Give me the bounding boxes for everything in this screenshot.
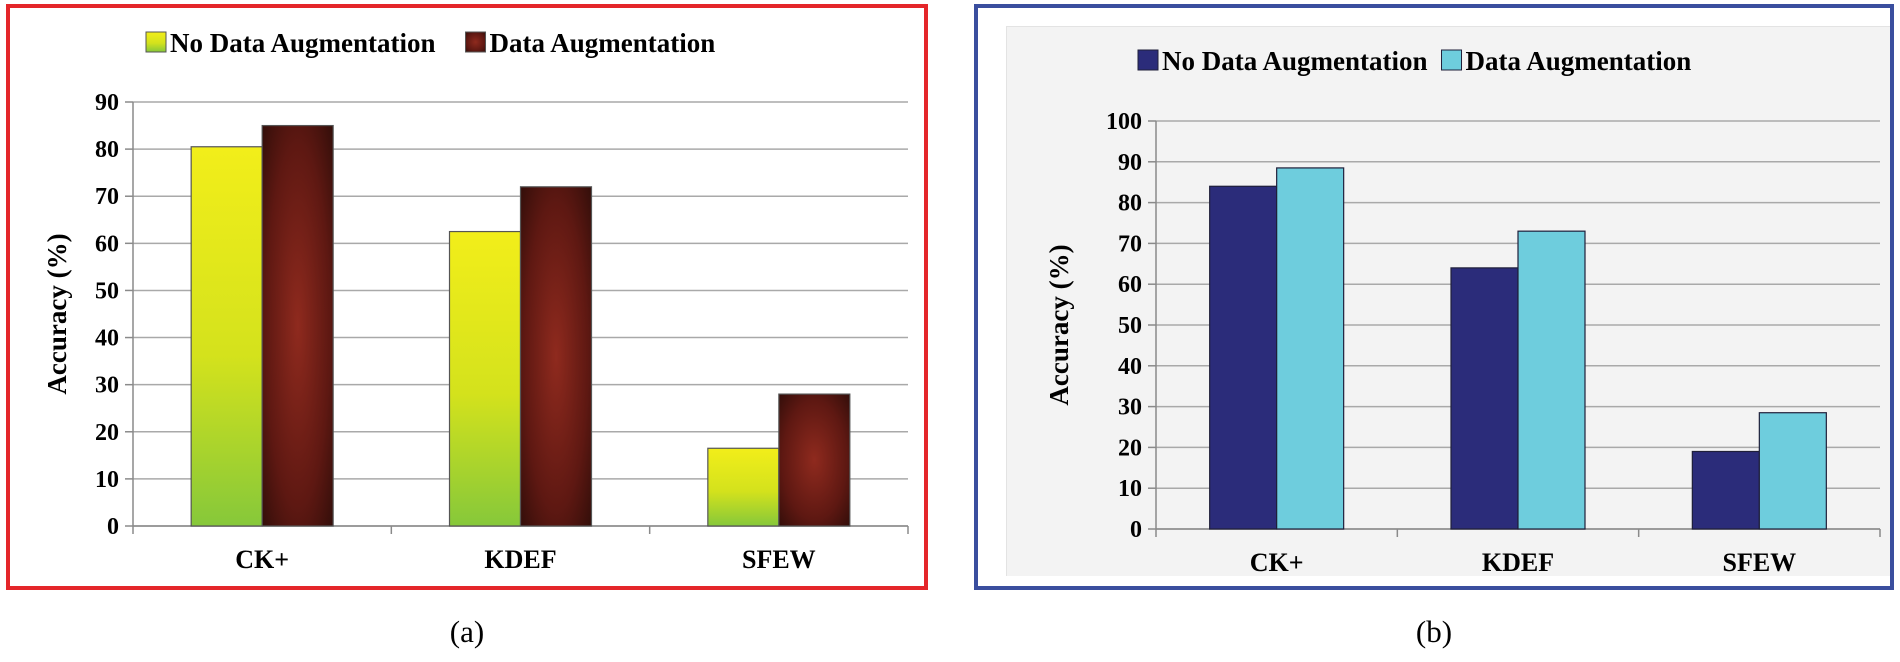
bar-ck-series-1 [190,146,263,527]
bar-ck-series-2 [1276,167,1345,530]
chart-panel-b: 0 10 20 30 40 50 60 70 80 90 100 CK+ KDEF SFEW Accurac… [974,4,1894,590]
bar-sfew-series-1 [707,447,780,527]
legend-label-2: Data Augmentation [490,28,716,58]
y-tick-label: 50 [1118,313,1142,339]
y-tick-label: 90 [95,90,119,116]
x-tick-label: SFEW [742,545,816,574]
bar-kdef-series-2 [519,186,593,527]
y-tick-label: 100 [1106,109,1142,135]
caption-a: (a) [449,614,485,649]
y-tick-label: 50 [95,278,119,304]
chart-panel-a: 0 10 20 30 40 50 60 70 80 90 CK+ KDEF SFEW Accuracy (… [6,4,928,590]
y-tick-label: 10 [1118,476,1142,502]
y-tick-label: 60 [95,231,119,257]
y-tick-label: 0 [107,514,119,540]
bar-kdef-series-2 [1517,230,1586,530]
legend-label-1: No Data Augmentation [1162,46,1428,76]
y-tick-label: 20 [1118,435,1142,461]
y-tick-label: 70 [95,184,119,210]
y-tick-label: 30 [95,373,119,399]
y-axis-title: Accuracy (%) [42,233,72,394]
x-tick-label: SFEW [1722,548,1796,577]
bar-chart-a: 0 10 20 30 40 50 60 70 80 90 CK+ KDEF SFEW Accuracy (… [42,28,909,574]
x-tick-label: KDEF [1482,548,1554,577]
x-tick-label: CK+ [235,545,289,574]
y-tick-label: 60 [1118,272,1142,298]
legend-swatch-1 [145,31,167,53]
y-tick-label: 70 [1118,231,1142,257]
y-tick-label: 80 [1118,191,1142,217]
bar-sfew-series-1 [1691,450,1760,530]
bar-kdef-series-1 [1450,267,1519,530]
bar-chart-b: 0 10 20 30 40 50 60 70 80 90 100 CK+ KDEF SFEW Accurac… [1044,46,1881,577]
bar-ck-series-2 [261,124,334,527]
legend-swatch-2 [465,31,487,53]
legend-label-2: Data Augmentation [1466,46,1692,76]
y-tick-label: 0 [1130,517,1142,543]
x-tick-label: CK+ [1250,548,1304,577]
y-tick-label: 40 [95,326,119,352]
legend-swatch-1 [1137,49,1159,71]
y-axis-title: Accuracy (%) [1044,244,1074,405]
y-tick-label: 20 [95,420,119,446]
legend-label-1: No Data Augmentation [170,28,436,58]
bar-ck-series-1 [1209,185,1278,530]
bar-sfew-series-2 [1758,412,1827,530]
bar-sfew-series-2 [778,393,851,527]
y-tick-label: 10 [95,467,119,493]
x-tick-label: KDEF [484,545,556,574]
caption-b: (b) [1415,614,1453,649]
bar-kdef-series-1 [448,230,522,527]
y-tick-label: 90 [1118,150,1142,176]
legend-swatch-2 [1441,49,1463,71]
y-tick-label: 30 [1118,395,1142,421]
y-tick-label: 40 [1118,354,1142,380]
y-tick-label: 80 [95,137,119,163]
